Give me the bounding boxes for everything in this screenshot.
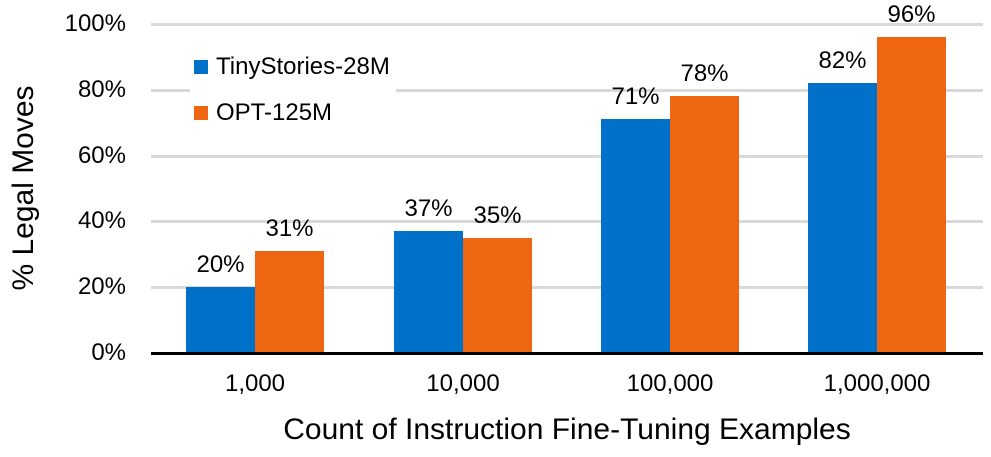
legend-item-opt: OPT-125M <box>194 98 390 128</box>
y-tick-label: 20% <box>77 273 126 301</box>
legend-swatch-opt <box>194 106 208 120</box>
gridline <box>151 220 983 224</box>
data-label: 31% <box>265 215 314 242</box>
gridline <box>151 88 983 92</box>
data-label: 82% <box>818 47 867 75</box>
bar-tinystories <box>186 287 255 353</box>
x-tick-label: 100,000 <box>626 370 714 397</box>
bar-tinystories <box>601 119 670 353</box>
x-tick-label: 1,000 <box>224 370 286 397</box>
data-label: 35% <box>473 201 522 229</box>
gridline <box>151 23 983 26</box>
y-tick-label: 80% <box>77 75 126 103</box>
x-axis-title: Count of Instruction Fine-Tuning Example… <box>283 413 851 446</box>
x-axis-line <box>151 352 983 355</box>
y-tick-label: 100% <box>64 10 126 37</box>
legend-swatch-tinystories <box>194 60 208 74</box>
data-label: 37% <box>404 195 453 223</box>
bar-opt <box>255 251 324 353</box>
bar-opt <box>877 37 946 353</box>
bar-opt <box>463 237 532 353</box>
legend-item-tinystories: TinyStories-28M <box>194 52 390 82</box>
data-label: 78% <box>680 60 729 88</box>
legend-label: TinyStories-28M <box>216 53 390 80</box>
legend: TinyStories-28M OPT-125M <box>190 52 396 148</box>
y-tick-label: 40% <box>77 207 126 235</box>
bar-tinystories <box>808 83 877 353</box>
bar-opt <box>670 96 739 353</box>
legend-label: OPT-125M <box>216 99 333 126</box>
x-tick-label: 1,000,000 <box>823 370 931 397</box>
data-label: 20% <box>196 251 245 279</box>
gridline <box>151 286 983 290</box>
bar-tinystories <box>394 231 463 353</box>
data-label: 96% <box>887 1 936 29</box>
y-tick-label: 60% <box>77 141 126 169</box>
data-label: 71% <box>611 83 660 111</box>
y-tick-label: 0% <box>91 339 126 366</box>
x-tick-label: 10,000 <box>426 370 500 397</box>
y-axis-title: % Legal Moves <box>7 85 40 291</box>
gridline <box>151 154 983 158</box>
